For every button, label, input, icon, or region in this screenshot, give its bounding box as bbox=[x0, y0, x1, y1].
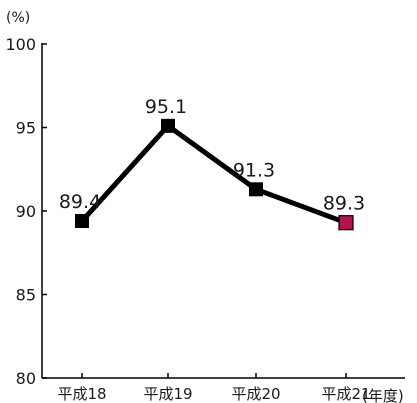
data-label: 91.3 bbox=[233, 159, 275, 181]
data-point bbox=[161, 118, 175, 133]
x-unit-label: (年度) bbox=[362, 387, 404, 403]
series bbox=[75, 118, 354, 231]
y-tick-label: 95 bbox=[16, 119, 36, 138]
y-tick-label: 100 bbox=[5, 35, 36, 54]
y-tick-label: 90 bbox=[16, 202, 36, 221]
axes bbox=[41, 43, 405, 379]
y-tick-label: 80 bbox=[16, 369, 36, 388]
data-labels: 89.4 95.1 91.3 89.3 bbox=[59, 96, 365, 215]
data-label: 95.1 bbox=[145, 96, 187, 118]
data-point bbox=[338, 215, 354, 231]
y-tick-label: 85 bbox=[16, 286, 36, 305]
data-label: 89.3 bbox=[323, 193, 365, 215]
data-label: 89.4 bbox=[59, 191, 101, 213]
x-tick-labels: 平成18 平成19 平成20 平成21 bbox=[57, 385, 370, 403]
data-point bbox=[249, 182, 263, 197]
data-point bbox=[75, 214, 89, 229]
x-tick-label: 平成19 bbox=[143, 385, 192, 403]
series-line bbox=[80, 123, 347, 226]
y-tick-labels: 80 85 90 95 100 bbox=[5, 35, 36, 388]
x-tick-label: 平成21 bbox=[321, 385, 370, 403]
x-tick-label: 平成20 bbox=[231, 385, 280, 403]
x-tick-label: 平成18 bbox=[57, 385, 106, 403]
y-unit-label: (%) bbox=[6, 10, 30, 26]
